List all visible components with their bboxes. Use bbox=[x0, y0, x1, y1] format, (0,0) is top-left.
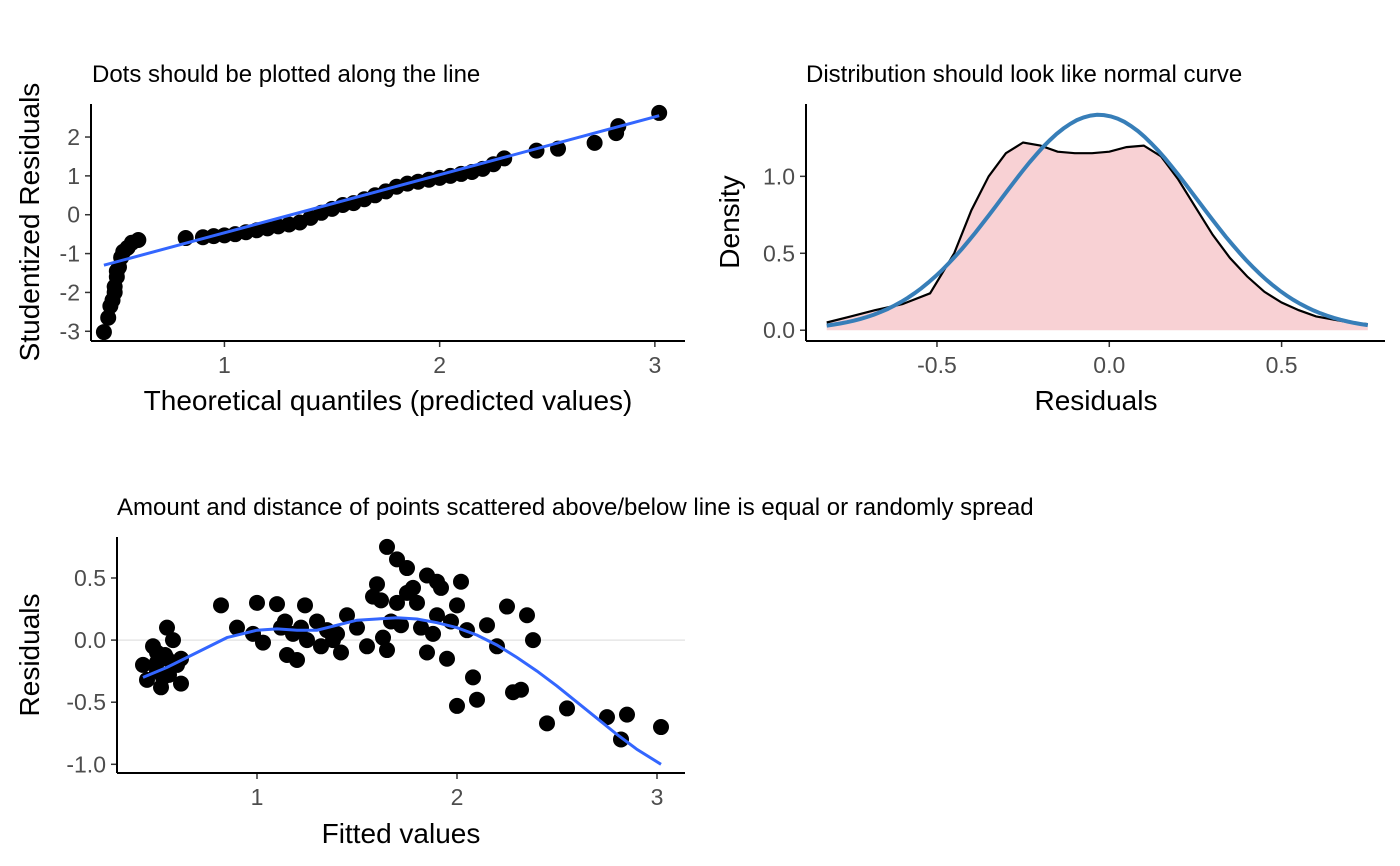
density-marks bbox=[826, 112, 1369, 331]
residual-point bbox=[249, 594, 265, 611]
residual-point bbox=[525, 632, 541, 649]
residual-point bbox=[499, 598, 515, 615]
residual-point bbox=[375, 629, 391, 646]
residual-point bbox=[469, 691, 485, 708]
residuals-y-tick-label: -1.0 bbox=[66, 751, 106, 777]
density-x-tick-label: -0.5 bbox=[917, 352, 957, 378]
qq-marks bbox=[95, 104, 668, 341]
qq-point bbox=[586, 134, 603, 151]
density-x-axis-title: Residuals bbox=[1035, 385, 1158, 416]
qq-x-axis-title: Theoretical quantiles (predicted values) bbox=[144, 385, 633, 416]
qq-y-tick-label: -1 bbox=[60, 241, 80, 267]
residual-point bbox=[465, 669, 481, 686]
qq-point bbox=[130, 231, 147, 248]
residuals-ticks: 1 2 3 -1.0 -0.5 0.0 0.5 bbox=[66, 565, 663, 810]
residual-point bbox=[333, 644, 349, 661]
density-ticks: -0.5 0.0 0.5 0.0 0.5 1.0 bbox=[763, 163, 1298, 378]
residual-point bbox=[349, 619, 365, 636]
residual-point bbox=[329, 625, 345, 642]
residual-point bbox=[379, 538, 395, 555]
residual-point bbox=[559, 700, 575, 717]
residual-point bbox=[393, 617, 409, 634]
residual-point bbox=[159, 619, 175, 636]
residual-point bbox=[213, 597, 229, 614]
residuals-y-tick-label: -0.5 bbox=[66, 689, 106, 715]
density-area bbox=[826, 142, 1368, 331]
density-panel: Distribution should look like normal cur… bbox=[714, 61, 1385, 416]
residuals-x-axis-title: Fitted values bbox=[322, 818, 481, 849]
residual-point bbox=[405, 579, 421, 596]
residuals-panel: Amount and distance of points scattered … bbox=[14, 494, 1034, 849]
qq-x-tick-label: 1 bbox=[218, 352, 231, 378]
qq-panel: Dots should be plotted along the line Th… bbox=[14, 61, 685, 416]
residuals-x-tick-label: 3 bbox=[651, 784, 664, 810]
normal-curve bbox=[826, 112, 1369, 328]
residual-point bbox=[339, 607, 355, 624]
residual-point bbox=[399, 560, 415, 577]
residuals-y-tick-label: 0.0 bbox=[74, 627, 106, 653]
residual-point bbox=[229, 619, 245, 636]
residual-point bbox=[277, 613, 293, 630]
residuals-smooth-line bbox=[142, 616, 662, 766]
residual-point bbox=[135, 656, 151, 673]
qq-ticks: 1 2 3 -3 -2 -1 0 1 2 bbox=[60, 124, 662, 378]
residual-point bbox=[269, 596, 285, 613]
residual-point bbox=[449, 697, 465, 714]
qq-y-tick-label: 0 bbox=[67, 202, 80, 228]
residual-point bbox=[619, 706, 635, 723]
residual-point bbox=[299, 632, 315, 649]
residual-point bbox=[425, 625, 441, 642]
residual-point bbox=[453, 573, 469, 590]
density-x-tick-label: 0.5 bbox=[1266, 352, 1298, 378]
residual-point bbox=[255, 634, 271, 651]
residual-point bbox=[653, 719, 669, 736]
residuals-x-tick-label: 2 bbox=[451, 784, 464, 810]
residuals-title: Amount and distance of points scattered … bbox=[117, 494, 1034, 521]
qq-title: Dots should be plotted along the line bbox=[92, 61, 480, 88]
residual-point bbox=[413, 619, 429, 636]
residual-point bbox=[297, 597, 313, 614]
residuals-y-axis-title: Residuals bbox=[14, 594, 45, 717]
residual-point bbox=[389, 594, 405, 611]
residual-point bbox=[157, 647, 173, 663]
residual-point bbox=[165, 632, 181, 649]
residual-point bbox=[313, 638, 329, 655]
density-y-axis-title: Density bbox=[714, 175, 745, 268]
residual-point bbox=[289, 651, 305, 668]
qq-point bbox=[95, 324, 112, 341]
qq-x-tick-label: 3 bbox=[648, 352, 661, 378]
residual-point bbox=[369, 576, 385, 593]
residual-point bbox=[173, 675, 189, 692]
residual-point bbox=[519, 607, 535, 624]
residual-point bbox=[409, 594, 425, 611]
residual-point bbox=[479, 617, 495, 634]
residual-point bbox=[539, 715, 555, 732]
residual-point bbox=[379, 642, 395, 659]
qq-y-tick-label: 1 bbox=[67, 163, 80, 189]
qq-y-tick-label: -3 bbox=[60, 318, 80, 344]
residual-point bbox=[359, 638, 375, 655]
residual-point bbox=[419, 644, 435, 661]
density-x-tick-label: 0.0 bbox=[1093, 352, 1125, 378]
residual-point bbox=[429, 607, 445, 624]
residual-point bbox=[599, 709, 615, 726]
qq-y-tick-label: 2 bbox=[67, 124, 80, 150]
qq-x-tick-label: 2 bbox=[433, 352, 446, 378]
residual-point bbox=[513, 681, 529, 698]
qq-y-tick-label: -2 bbox=[60, 279, 80, 305]
density-y-tick-label: 0.5 bbox=[763, 240, 795, 266]
residuals-y-tick-label: 0.5 bbox=[74, 565, 106, 591]
density-y-tick-label: 1.0 bbox=[763, 163, 795, 189]
qq-y-axis-title: Studentized Residuals bbox=[14, 83, 45, 362]
density-title: Distribution should look like normal cur… bbox=[806, 61, 1242, 88]
density-y-tick-label: 0.0 bbox=[763, 317, 795, 343]
residuals-marks bbox=[117, 538, 685, 766]
residual-point bbox=[429, 573, 445, 590]
qq-fit-line bbox=[103, 114, 660, 267]
residual-point bbox=[373, 592, 389, 609]
residuals-x-tick-label: 1 bbox=[251, 784, 264, 810]
residual-point bbox=[439, 650, 455, 667]
residual-point bbox=[449, 597, 465, 614]
